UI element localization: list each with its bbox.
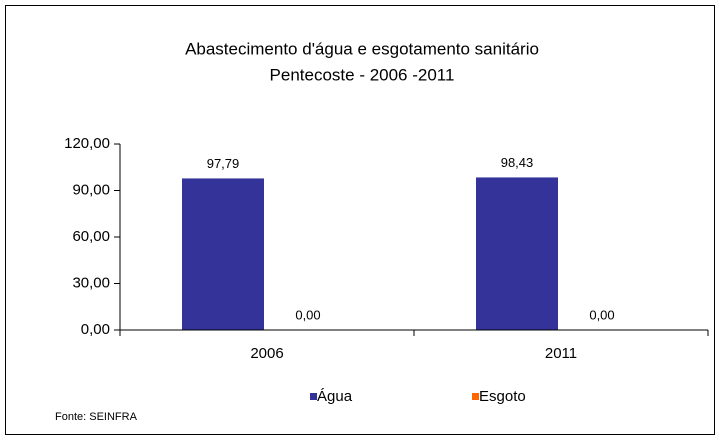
legend-swatch xyxy=(472,393,479,400)
legend-label: Esgoto xyxy=(479,388,526,405)
y-tick-label: 90,00 xyxy=(72,181,110,198)
chart-title: Abastecimento d'água e esgotamento sanit… xyxy=(185,39,539,58)
x-tick-label: 2006 xyxy=(250,345,283,362)
bar xyxy=(182,178,264,330)
value-label: 97,79 xyxy=(207,156,240,171)
legend-label: Água xyxy=(317,388,353,405)
y-tick-label: 120,00 xyxy=(64,135,110,152)
value-label: 0,00 xyxy=(589,307,614,322)
value-label: 0,00 xyxy=(295,307,320,322)
source: Fonte: SEINFRA xyxy=(55,411,138,423)
chart-frame xyxy=(5,5,715,435)
x-tick-label: 2011 xyxy=(545,345,577,362)
chart-subtitle: Pentecoste - 2006 -2011 xyxy=(270,65,455,84)
bar xyxy=(476,177,558,330)
y-tick-label: 0,00 xyxy=(81,321,110,338)
value-label: 98,43 xyxy=(501,155,534,170)
legend-swatch xyxy=(310,393,317,400)
y-tick-label: 60,00 xyxy=(72,228,110,245)
y-tick-label: 30,00 xyxy=(72,274,110,291)
